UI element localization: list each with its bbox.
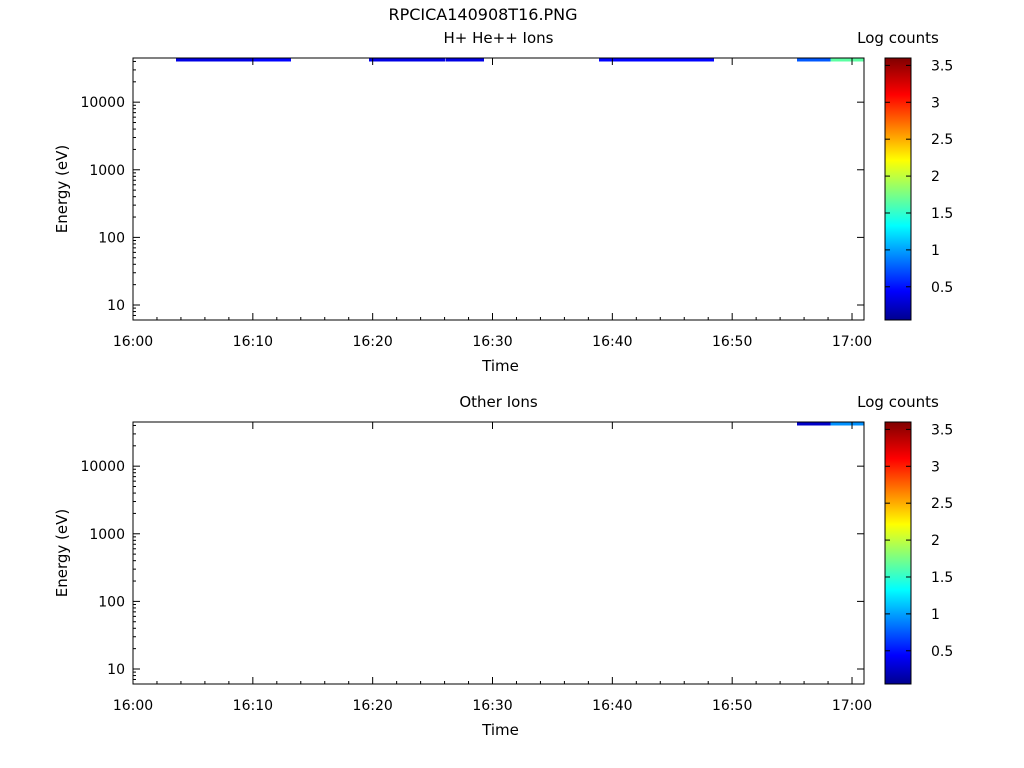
spectrogram-panel-1: H+ He++ Ions Log counts 16:00 16:10 16:20 16:… bbox=[53, 29, 953, 375]
colorbar-tick-label: 2 bbox=[931, 169, 940, 185]
spectrogram-cell bbox=[830, 422, 864, 426]
spectrogram-cell bbox=[637, 58, 676, 62]
y-axis-label: Energy (eV) bbox=[53, 145, 71, 233]
x-tick-label: 16:40 bbox=[592, 334, 632, 350]
x-axis-label: Time bbox=[481, 357, 519, 375]
y-tick-label: 10000 bbox=[80, 95, 125, 111]
colorbar-tick-label: 3.5 bbox=[931, 422, 953, 438]
colorbar-gradient bbox=[884, 421, 912, 685]
x-tick-label: 16:20 bbox=[352, 698, 392, 714]
colorbar-tick-label: 1.5 bbox=[931, 206, 953, 222]
colorbar-gradient bbox=[884, 57, 912, 321]
x-tick-label: 16:20 bbox=[352, 334, 392, 350]
colorbar-label: Log counts bbox=[857, 393, 939, 411]
y-tick-label: 1000 bbox=[89, 527, 125, 543]
plot-frame bbox=[132, 421, 865, 685]
spectrogram-cell bbox=[796, 422, 831, 426]
colorbar-tick-label: 1.5 bbox=[931, 570, 953, 586]
colorbar-tick-label: 2.5 bbox=[931, 496, 953, 512]
spectrogram-panel-2: Other Ions Log counts 16:00 16:10 16:20 16:30… bbox=[53, 393, 953, 739]
colorbar-tick-label: 0.5 bbox=[931, 644, 953, 660]
spectrogram-cell bbox=[252, 58, 292, 62]
spectrogram-cell bbox=[796, 58, 831, 62]
y-axis-label: Energy (eV) bbox=[53, 509, 71, 597]
panel-title: Other Ions bbox=[459, 393, 537, 411]
colorbar-tick-label: 3.5 bbox=[931, 58, 953, 74]
x-tick-label: 16:30 bbox=[472, 698, 512, 714]
y-tick-label: 10 bbox=[107, 298, 125, 314]
colorbar-tick-label: 0.5 bbox=[931, 280, 953, 296]
colorbar-tick-label: 2 bbox=[931, 533, 940, 549]
x-tick-label: 17:00 bbox=[832, 334, 872, 350]
spectrogram-cell bbox=[445, 58, 485, 62]
x-tick-label: 16:10 bbox=[233, 334, 273, 350]
x-tick-label: 16:40 bbox=[592, 698, 632, 714]
colorbar-tick-label: 3 bbox=[931, 95, 940, 111]
x-axis-label: Time bbox=[481, 721, 519, 739]
colorbar-tick-label: 1 bbox=[931, 607, 940, 623]
y-tick-label: 100 bbox=[98, 230, 125, 246]
spectrogram-cell bbox=[176, 58, 215, 62]
x-tick-label: 16:30 bbox=[472, 334, 512, 350]
spectrogram-cell bbox=[214, 58, 253, 62]
colorbar-label: Log counts bbox=[857, 29, 939, 47]
y-tick-label: 1000 bbox=[89, 163, 125, 179]
colorbar: 0.5 1 1.5 2 2.5 3 3.5 bbox=[884, 421, 953, 685]
spectrogram-cell bbox=[830, 58, 864, 62]
colorbar-tick-label: 3 bbox=[931, 459, 940, 475]
x-tick-label: 16:00 bbox=[113, 698, 153, 714]
figure-suptitle: RPCICA140908T16.PNG bbox=[388, 5, 577, 24]
colorbar: 0.5 1 1.5 2 2.5 3 3.5 bbox=[884, 57, 953, 321]
y-tick-label: 10000 bbox=[80, 459, 125, 475]
x-tick-label: 16:50 bbox=[712, 698, 752, 714]
colorbar-tick-label: 2.5 bbox=[931, 132, 953, 148]
x-tick-label: 17:00 bbox=[832, 698, 872, 714]
colorbar-tick-label: 1 bbox=[931, 243, 940, 259]
x-tick-label: 16:10 bbox=[233, 698, 273, 714]
x-tick-label: 16:50 bbox=[712, 334, 752, 350]
spectrogram-cell bbox=[369, 58, 408, 62]
spectrogram-cell bbox=[407, 58, 446, 62]
spectrogram-cell bbox=[599, 58, 638, 62]
panel-title: H+ He++ Ions bbox=[444, 29, 554, 47]
x-tick-label: 16:00 bbox=[113, 334, 153, 350]
spectrogram-cells bbox=[176, 58, 864, 62]
y-tick-label: 10 bbox=[107, 662, 125, 678]
spectrogram-cells bbox=[796, 422, 864, 426]
y-tick-label: 100 bbox=[98, 594, 125, 610]
spectrogram-cell bbox=[675, 58, 715, 62]
plot-frame bbox=[132, 57, 865, 321]
